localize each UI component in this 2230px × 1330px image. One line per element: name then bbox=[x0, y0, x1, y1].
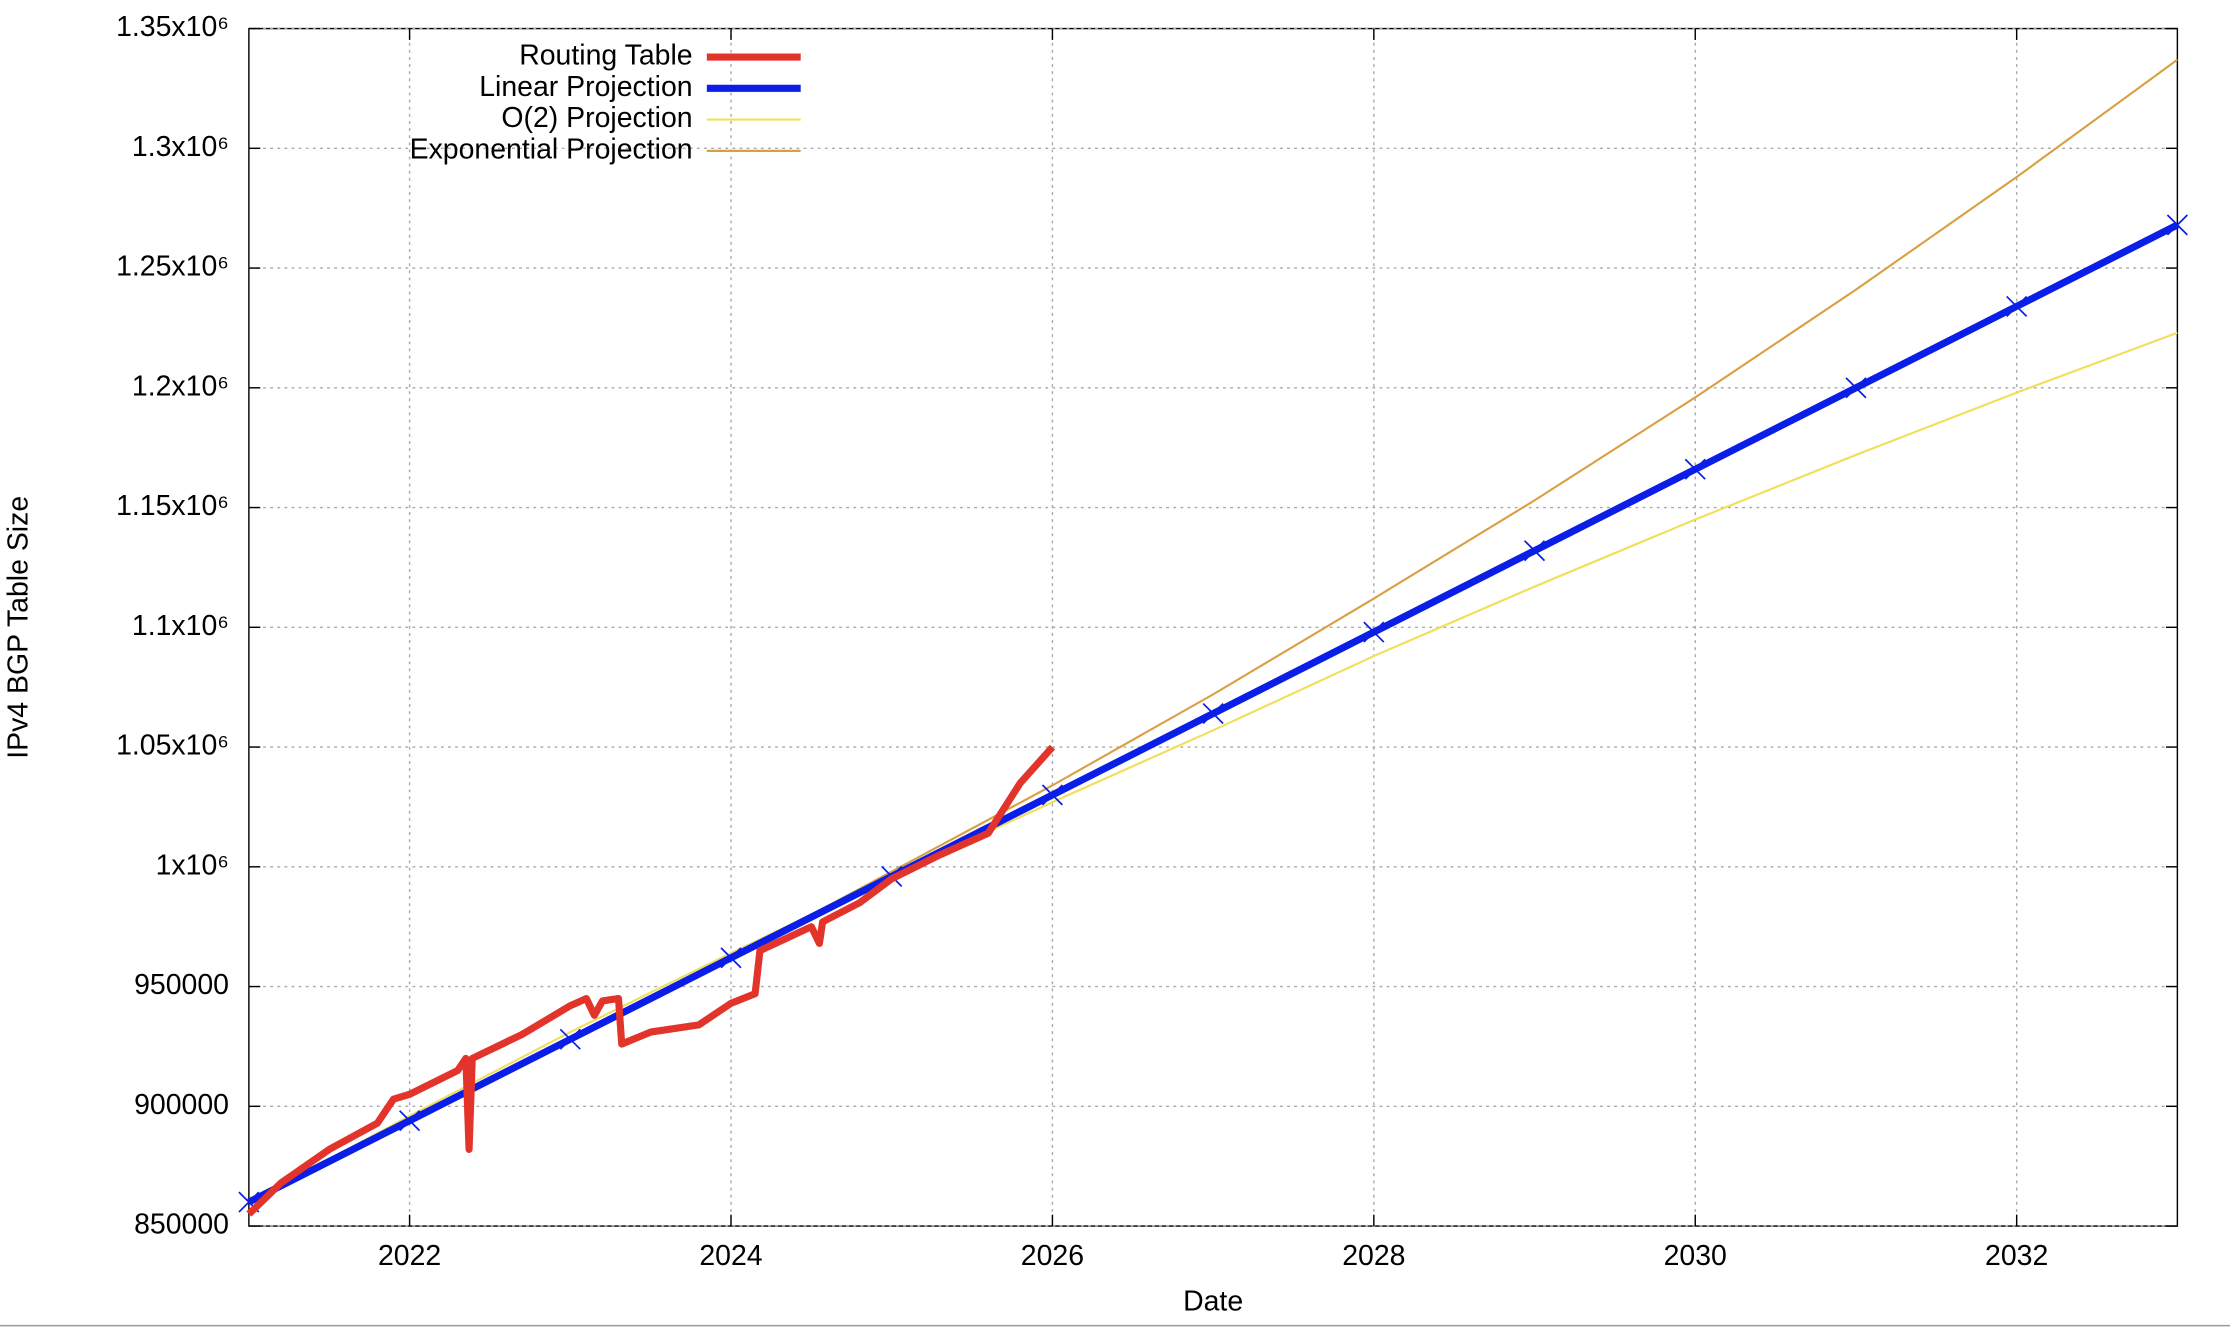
point-marker bbox=[2166, 214, 2188, 236]
point-marker bbox=[1363, 621, 1385, 643]
point-marker bbox=[1845, 377, 1867, 399]
y-tick-label: 1.25x10⁶ bbox=[116, 251, 229, 283]
x-tick-label: 2032 bbox=[1985, 1240, 2048, 1272]
x-axis-label: Date bbox=[1183, 1285, 1243, 1317]
y-tick-label: 1.2x10⁶ bbox=[132, 370, 229, 402]
y-tick-label: 950000 bbox=[134, 969, 229, 1001]
legend-label: Linear Projection bbox=[479, 71, 692, 103]
y-tick-label: 1.15x10⁶ bbox=[116, 490, 229, 522]
point-marker bbox=[1202, 702, 1224, 725]
y-tick-label: 1.05x10⁶ bbox=[116, 730, 229, 762]
plot-frame bbox=[248, 27, 2179, 1227]
y-axis-label: IPv4 BGP Table Size bbox=[2, 496, 34, 759]
series-line bbox=[246, 744, 1056, 1217]
x-tick-label: 2022 bbox=[378, 1240, 441, 1272]
legend-label: Exponential Projection bbox=[410, 133, 693, 165]
x-tick-label: 2028 bbox=[1342, 1240, 1405, 1272]
y-tick-label: 1.35x10⁶ bbox=[116, 11, 229, 43]
legend-label: O(2) Projection bbox=[501, 102, 692, 134]
point-marker bbox=[2006, 295, 2028, 317]
y-tick-label: 1.3x10⁶ bbox=[132, 131, 229, 163]
legend-label: Routing Table bbox=[519, 40, 692, 72]
point-marker bbox=[1041, 784, 1063, 806]
point-marker bbox=[559, 1028, 581, 1050]
y-tick-label: 1x10⁶ bbox=[156, 849, 229, 881]
point-marker bbox=[399, 1110, 421, 1132]
y-tick-label: 900000 bbox=[134, 1089, 229, 1121]
series-line bbox=[248, 58, 2179, 1204]
point-marker bbox=[1523, 540, 1546, 562]
y-tick-label: 1.1x10⁶ bbox=[132, 610, 229, 642]
x-tick-label: 2030 bbox=[1664, 1240, 1727, 1272]
y-tick-label: 850000 bbox=[134, 1209, 229, 1241]
point-marker bbox=[720, 947, 742, 969]
point-marker bbox=[1684, 458, 1706, 480]
x-tick-label: 2026 bbox=[1021, 1240, 1084, 1272]
series-line bbox=[248, 331, 2178, 1204]
x-tick-label: 2024 bbox=[699, 1240, 762, 1272]
